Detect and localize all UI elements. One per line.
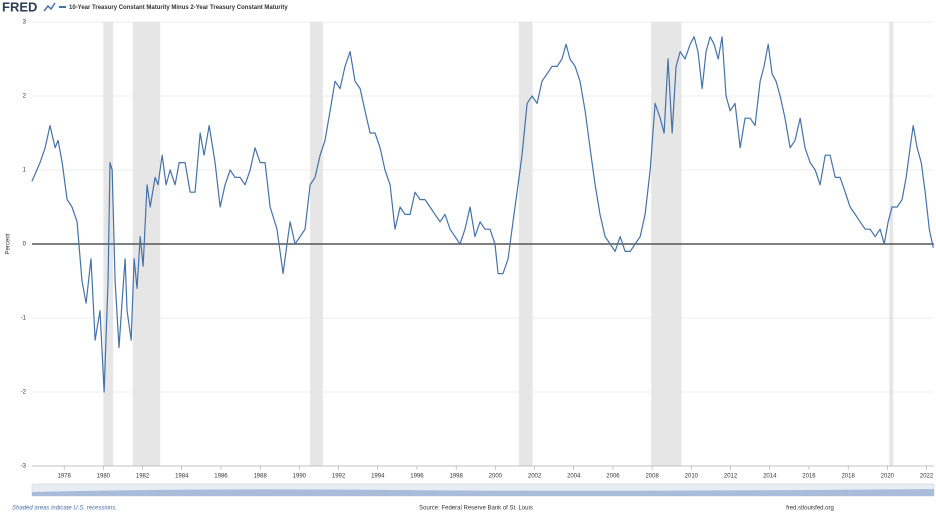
- x-tick-label: 1986: [214, 474, 228, 480]
- x-tick-label: 1998: [449, 474, 463, 480]
- x-tick-label: 1988: [253, 474, 267, 480]
- y-tick-label: -3: [21, 464, 27, 470]
- x-tick-label: 1994: [371, 474, 385, 480]
- header-bg: [0, 0, 936, 18]
- x-tick-label: 2020: [881, 474, 895, 480]
- recession-note: Shaded areas indicate U.S. recessions.: [12, 506, 117, 512]
- x-tick-label: 2010: [685, 474, 699, 480]
- logo: FRED: [2, 0, 37, 14]
- x-tick-label: 2018: [841, 474, 855, 480]
- x-tick-label: 2022: [920, 474, 934, 480]
- x-tick-label: 2006: [606, 474, 620, 480]
- y-tick-label: -1: [21, 316, 27, 322]
- navigator-area: [32, 489, 934, 496]
- x-tick-label: 1980: [97, 474, 111, 480]
- x-tick-label: 1978: [57, 474, 71, 480]
- x-tick-label: 1982: [136, 474, 150, 480]
- source: Source: Federal Reserve Bank of St. Loui…: [419, 506, 533, 512]
- x-tick-label: 2000: [489, 474, 503, 480]
- y-tick-label: 1: [23, 168, 27, 174]
- y-tick-label: -2: [21, 390, 27, 396]
- site: fred.stlouisfed.org: [786, 506, 834, 512]
- y-tick-label: 2: [23, 94, 27, 100]
- series-line: [31, 36, 934, 393]
- logo-icon: [43, 2, 56, 12]
- x-tick-label: 1984: [175, 474, 189, 480]
- x-tick-label: 2016: [802, 474, 816, 480]
- y-axis-label: Percent: [6, 233, 12, 254]
- x-tick-label: 2014: [763, 474, 777, 480]
- y-tick-label: 0: [23, 242, 27, 248]
- x-tick-label: 2004: [567, 474, 581, 480]
- x-tick-label: 1996: [410, 474, 424, 480]
- y-tick-label: 3: [23, 20, 27, 26]
- x-tick-label: 1990: [293, 474, 307, 480]
- x-tick-label: 2008: [645, 474, 659, 480]
- legend-label: 10-Year Treasury Constant Maturity Minus…: [69, 5, 288, 11]
- x-tick-label: 1992: [332, 474, 346, 480]
- x-tick-label: 2012: [724, 474, 738, 480]
- x-tick-label: 2002: [528, 474, 542, 480]
